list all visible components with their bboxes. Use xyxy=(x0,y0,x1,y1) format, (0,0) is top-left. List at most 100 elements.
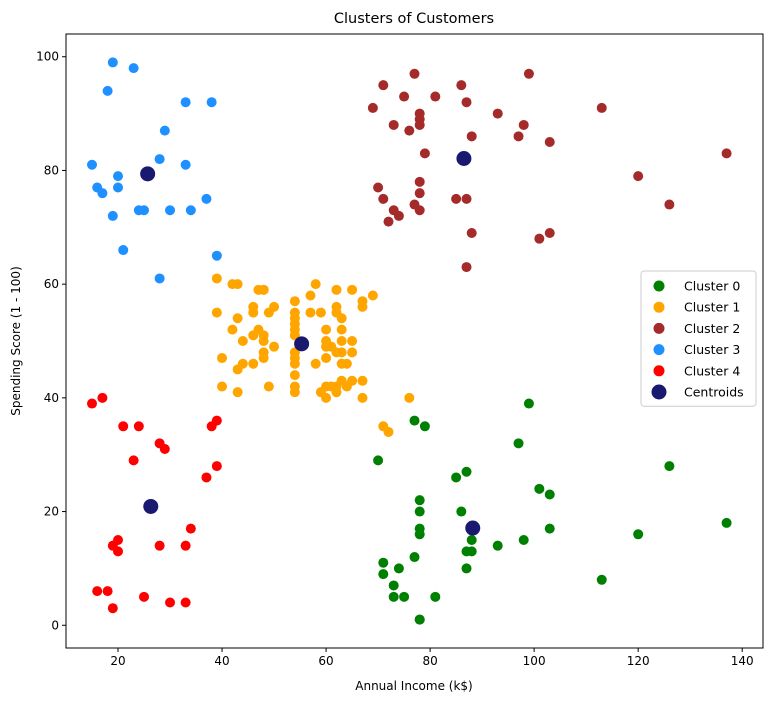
data-point-cluster-3 xyxy=(180,97,191,108)
data-point-cluster-0 xyxy=(461,563,472,574)
data-point-cluster-1 xyxy=(321,392,332,403)
data-point-cluster-1 xyxy=(336,313,347,324)
legend-label-cluster-1: Cluster 1 xyxy=(684,300,740,315)
data-point-cluster-1 xyxy=(367,290,378,301)
data-point-cluster-1 xyxy=(248,358,259,369)
data-point-cluster-3 xyxy=(128,63,139,74)
data-point-cluster-3 xyxy=(211,250,222,261)
data-point-cluster-2 xyxy=(466,227,477,238)
data-point-cluster-1 xyxy=(331,301,342,312)
data-point-cluster-1 xyxy=(357,375,368,386)
data-point-cluster-0 xyxy=(414,506,425,517)
data-point-cluster-2 xyxy=(466,131,477,142)
data-point-cluster-3 xyxy=(107,57,118,68)
data-point-cluster-4 xyxy=(159,444,170,455)
data-point-cluster-2 xyxy=(404,125,415,136)
data-point-cluster-0 xyxy=(409,552,420,563)
data-point-cluster-0 xyxy=(414,529,425,540)
data-point-cluster-1 xyxy=(357,301,368,312)
data-point-cluster-0 xyxy=(419,421,430,432)
legend-label-cluster-3: Cluster 3 xyxy=(684,342,740,357)
data-point-cluster-0 xyxy=(414,495,425,506)
data-point-cluster-0 xyxy=(633,529,644,540)
data-point-cluster-4 xyxy=(180,540,191,551)
centroid-point xyxy=(294,336,310,352)
data-point-cluster-3 xyxy=(159,125,170,136)
data-point-cluster-3 xyxy=(107,210,118,221)
data-point-cluster-1 xyxy=(331,284,342,295)
data-point-cluster-2 xyxy=(544,227,555,238)
centroid-point xyxy=(465,520,481,536)
data-point-cluster-2 xyxy=(414,176,425,187)
data-point-cluster-4 xyxy=(92,586,103,597)
data-point-cluster-4 xyxy=(180,597,191,608)
data-point-cluster-1 xyxy=(383,426,394,437)
data-point-cluster-1 xyxy=(315,307,326,318)
data-point-cluster-2 xyxy=(378,193,389,204)
data-point-cluster-2 xyxy=(461,262,472,273)
data-point-cluster-0 xyxy=(544,489,555,500)
data-point-cluster-1 xyxy=(289,358,300,369)
data-point-cluster-4 xyxy=(211,461,222,472)
y-tick-label: 40 xyxy=(44,391,59,405)
data-point-cluster-2 xyxy=(721,148,732,159)
data-point-cluster-0 xyxy=(373,455,384,466)
data-point-cluster-4 xyxy=(185,523,196,534)
data-point-cluster-2 xyxy=(388,119,399,130)
legend-label-centroids: Centroids xyxy=(684,385,744,400)
data-point-cluster-4 xyxy=(87,398,98,409)
data-point-cluster-1 xyxy=(232,279,243,290)
data-point-cluster-2 xyxy=(518,119,529,130)
data-point-cluster-1 xyxy=(336,324,347,335)
legend-marker-cluster-1 xyxy=(653,301,665,313)
data-point-cluster-2 xyxy=(492,108,503,119)
data-point-cluster-1 xyxy=(305,307,316,318)
legend-marker-cluster-3 xyxy=(653,344,665,356)
data-point-cluster-1 xyxy=(237,336,248,346)
data-point-cluster-3 xyxy=(102,85,113,96)
data-point-cluster-1 xyxy=(258,353,269,364)
data-point-cluster-1 xyxy=(347,347,358,358)
data-point-cluster-0 xyxy=(466,546,477,557)
data-point-cluster-0 xyxy=(466,534,477,545)
legend-marker-centroids xyxy=(651,384,667,400)
data-point-cluster-0 xyxy=(492,540,503,551)
data-point-cluster-1 xyxy=(347,336,358,346)
y-tick-label: 20 xyxy=(44,505,59,519)
data-point-cluster-1 xyxy=(217,353,228,364)
legend-label-cluster-2: Cluster 2 xyxy=(684,321,740,336)
data-point-cluster-2 xyxy=(399,91,410,102)
data-point-cluster-1 xyxy=(310,358,321,369)
centroid-point xyxy=(143,498,159,514)
x-tick-label: 80 xyxy=(422,654,437,668)
data-point-cluster-2 xyxy=(414,188,425,199)
data-point-cluster-1 xyxy=(248,307,259,318)
data-point-cluster-4 xyxy=(211,415,222,426)
data-point-cluster-0 xyxy=(409,415,420,426)
data-point-cluster-2 xyxy=(664,199,675,210)
data-point-cluster-0 xyxy=(513,438,524,449)
legend-marker-cluster-0 xyxy=(653,280,665,292)
legend-marker-cluster-4 xyxy=(653,365,665,377)
data-point-cluster-1 xyxy=(258,336,269,346)
data-point-cluster-2 xyxy=(544,137,555,148)
data-point-cluster-3 xyxy=(154,273,165,284)
data-point-cluster-0 xyxy=(393,563,404,574)
points-layer xyxy=(87,57,732,625)
data-point-cluster-1 xyxy=(321,324,332,335)
data-point-cluster-2 xyxy=(414,205,425,216)
data-point-cluster-1 xyxy=(357,392,368,403)
data-point-cluster-1 xyxy=(217,381,228,392)
data-point-cluster-1 xyxy=(237,358,248,369)
data-point-cluster-1 xyxy=(289,370,300,381)
y-tick-label: 60 xyxy=(44,277,59,291)
data-point-cluster-1 xyxy=(310,279,321,290)
data-point-cluster-4 xyxy=(133,421,144,432)
y-tick-label: 80 xyxy=(44,163,59,177)
data-point-cluster-1 xyxy=(263,381,274,392)
data-point-cluster-1 xyxy=(289,307,300,318)
data-point-cluster-1 xyxy=(258,284,269,295)
data-point-cluster-1 xyxy=(289,296,300,307)
data-point-cluster-0 xyxy=(523,398,534,409)
legend-label-cluster-0: Cluster 0 xyxy=(684,279,740,294)
